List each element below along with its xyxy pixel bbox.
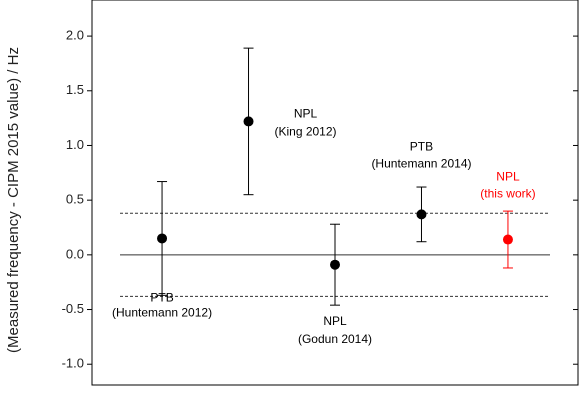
y-axis-label: (Measured frequency - CIPM 2015 value) /… bbox=[5, 47, 22, 353]
y-tick-label: 1.0 bbox=[66, 137, 84, 152]
annotation: (Huntemann 2012) bbox=[112, 306, 212, 320]
y-tick-label: 0.5 bbox=[66, 192, 84, 207]
y-tick-label: -1.0 bbox=[62, 356, 84, 371]
y-tick-label: 1.5 bbox=[66, 82, 84, 97]
annotation: NPL bbox=[496, 170, 520, 184]
annotation: NPL bbox=[323, 314, 347, 328]
data-point bbox=[416, 209, 427, 220]
annotation: PTB bbox=[150, 291, 173, 305]
data-point bbox=[157, 233, 168, 244]
annotation: PTB bbox=[410, 140, 433, 154]
data-point bbox=[330, 259, 340, 270]
y-tick-label: 0.0 bbox=[66, 246, 84, 261]
y-tick-label: 2.0 bbox=[66, 28, 84, 43]
annotation: (this work) bbox=[480, 187, 535, 201]
annotation: (Huntemann 2014) bbox=[371, 157, 471, 171]
data-point bbox=[502, 234, 513, 245]
annotation: (King 2012) bbox=[274, 125, 336, 139]
y-tick-label: -0.5 bbox=[62, 301, 84, 316]
data-point bbox=[243, 116, 254, 127]
annotation: NPL bbox=[294, 107, 318, 121]
plot-frame bbox=[91, 0, 579, 386]
annotation: (Godun 2014) bbox=[298, 332, 372, 346]
